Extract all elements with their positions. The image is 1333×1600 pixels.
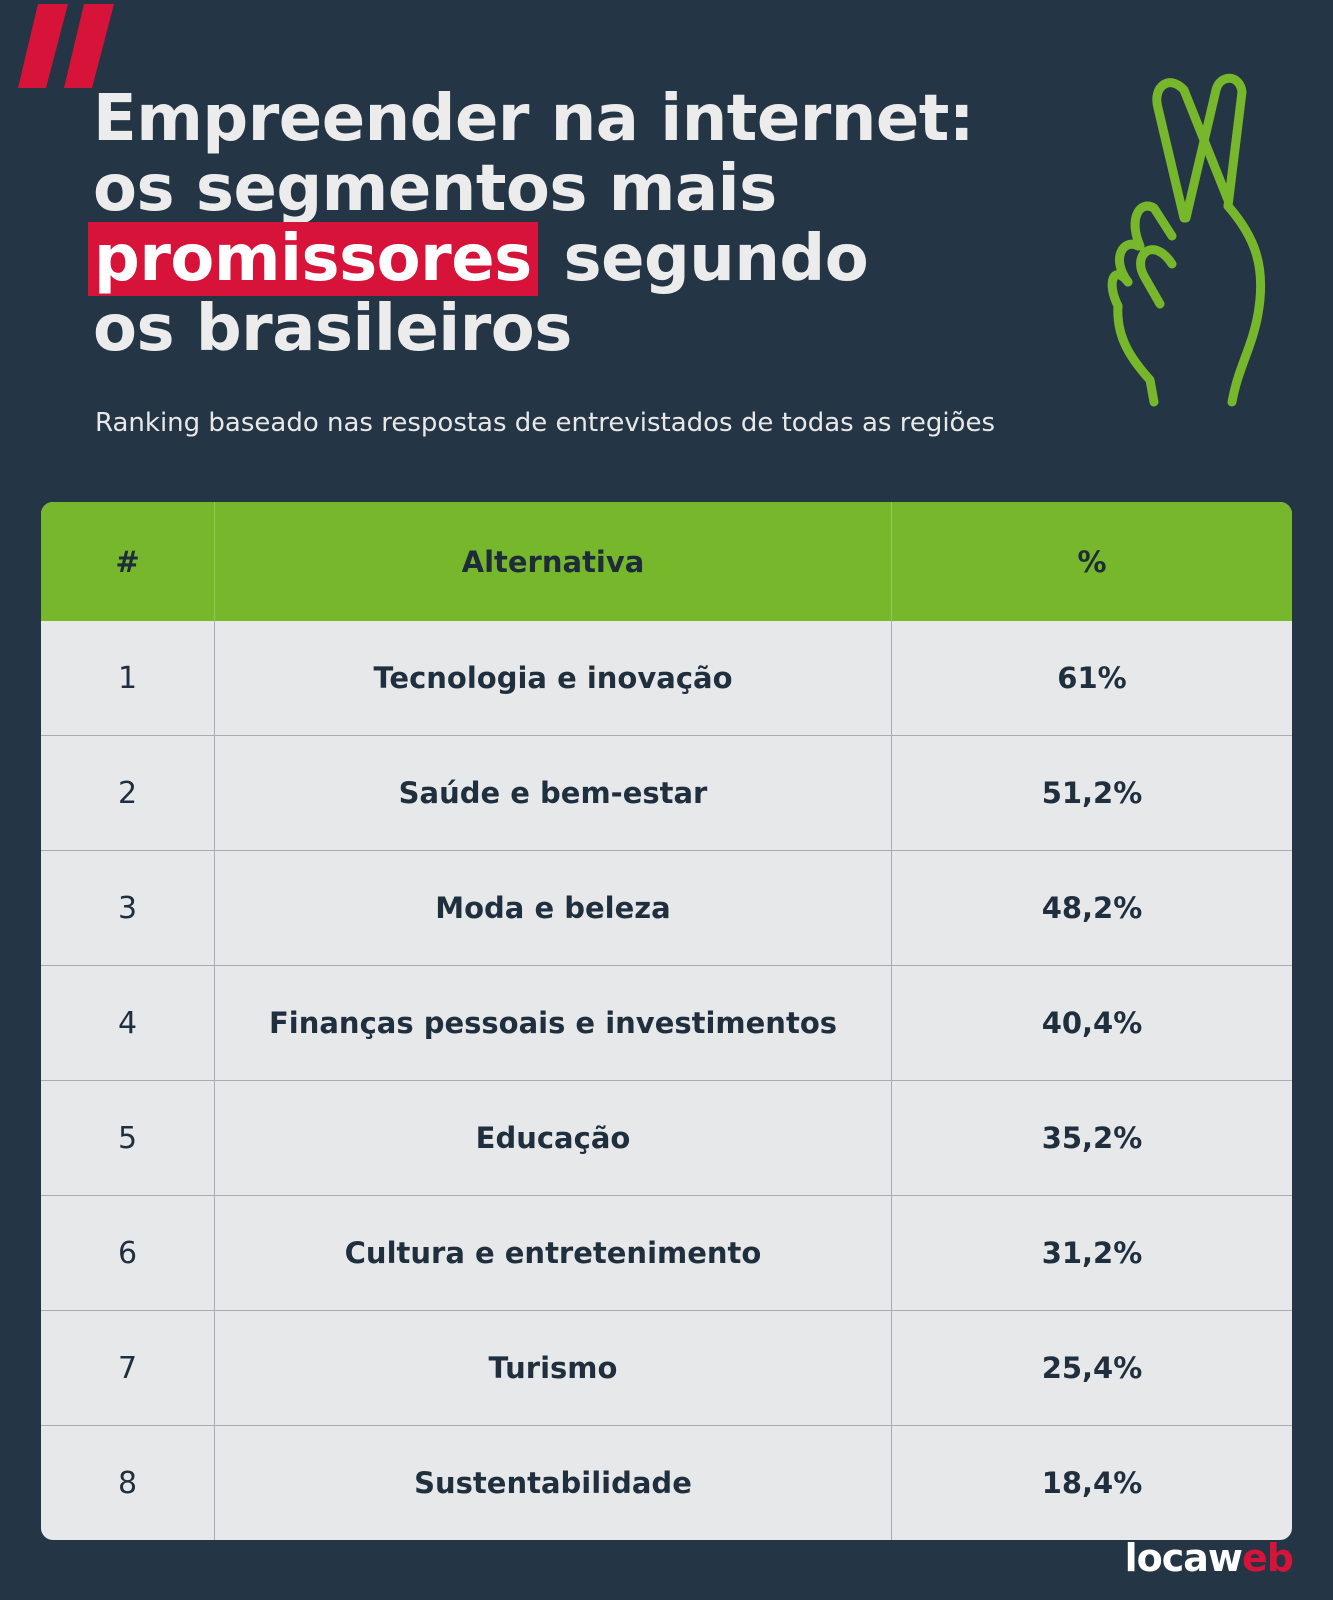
quote-mark-icon [18,4,114,88]
table-header-row: # Alternativa % [41,502,1292,621]
rank-cell: 7 [117,1350,138,1386]
percent-cell: 35,2% [1041,1121,1143,1155]
percent-cell: 40,4% [1041,1006,1143,1040]
percent-cell: 18,4% [1041,1466,1143,1500]
table-row: 7 Turismo 25,4% [41,1310,1292,1425]
alternativa-cell: Educação [214,1081,892,1195]
rank-cell: 2 [117,775,138,811]
header-percent: % [1077,544,1107,579]
rank-cell: 5 [117,1120,138,1156]
ranking-table: # Alternativa % 1 Tecnologia e inovação 61… [41,502,1292,1540]
rank-cell: 6 [117,1235,138,1271]
crossed-fingers-icon [1107,73,1266,407]
table-body: 1 Tecnologia e inovação 61% 2 Saúde e bem-es… [41,621,1292,1540]
title-line-3: promissores segundo [88,222,1053,296]
title-highlight: promissores [88,222,538,296]
alternativa-cell: Finanças pessoais e investimentos [214,966,892,1080]
alternativa-cell: Moda e beleza [214,851,892,965]
percent-cell: 61% [1057,661,1127,695]
rank-cell: 4 [117,1005,138,1041]
table-row: 3 Moda e beleza 48,2% [41,850,1292,965]
table-row: 6 Cultura e entretenimento 31,2% [41,1195,1292,1310]
title-line-1: Empreender na internet: [93,82,974,156]
table-row: 4 Finanças pessoais e investimentos 40,4% [41,965,1292,1080]
logo-part-1: locaw [1124,1536,1243,1580]
subtitle: Ranking baseado nas respostas de entrevi… [95,408,995,438]
alternativa-cell: Cultura e entretenimento [214,1196,892,1310]
table-row: 2 Saúde e bem-estar 51,2% [41,735,1292,850]
rank-cell: 3 [117,890,138,926]
title-line-3-rest: segundo [541,222,869,296]
percent-cell: 48,2% [1041,891,1143,925]
alternativa-cell: Saúde e bem-estar [214,736,892,850]
title-line-4: os brasileiros [93,292,572,366]
alternativa-cell: Tecnologia e inovação [214,621,892,735]
rank-cell: 1 [117,660,138,696]
logo-part-2: eb [1242,1536,1294,1580]
title-line-2: os segmentos mais [93,152,777,226]
page-title: Empreender na internet: os segmentos mai… [88,82,1053,366]
percent-cell: 31,2% [1041,1236,1143,1270]
table-row: 8 Sustentabilidade 18,4% [41,1425,1292,1540]
alternativa-cell: Turismo [214,1311,892,1425]
alternativa-cell: Sustentabilidade [214,1426,892,1540]
percent-cell: 51,2% [1041,776,1143,810]
header-alternativa: Alternativa [214,502,892,621]
table-row: 1 Tecnologia e inovação 61% [41,621,1292,735]
header-rank: # [115,544,140,579]
locaweb-logo: locaweb [1124,1536,1294,1580]
rank-cell: 8 [117,1465,138,1501]
table-row: 5 Educação 35,2% [41,1080,1292,1195]
percent-cell: 25,4% [1041,1351,1143,1385]
